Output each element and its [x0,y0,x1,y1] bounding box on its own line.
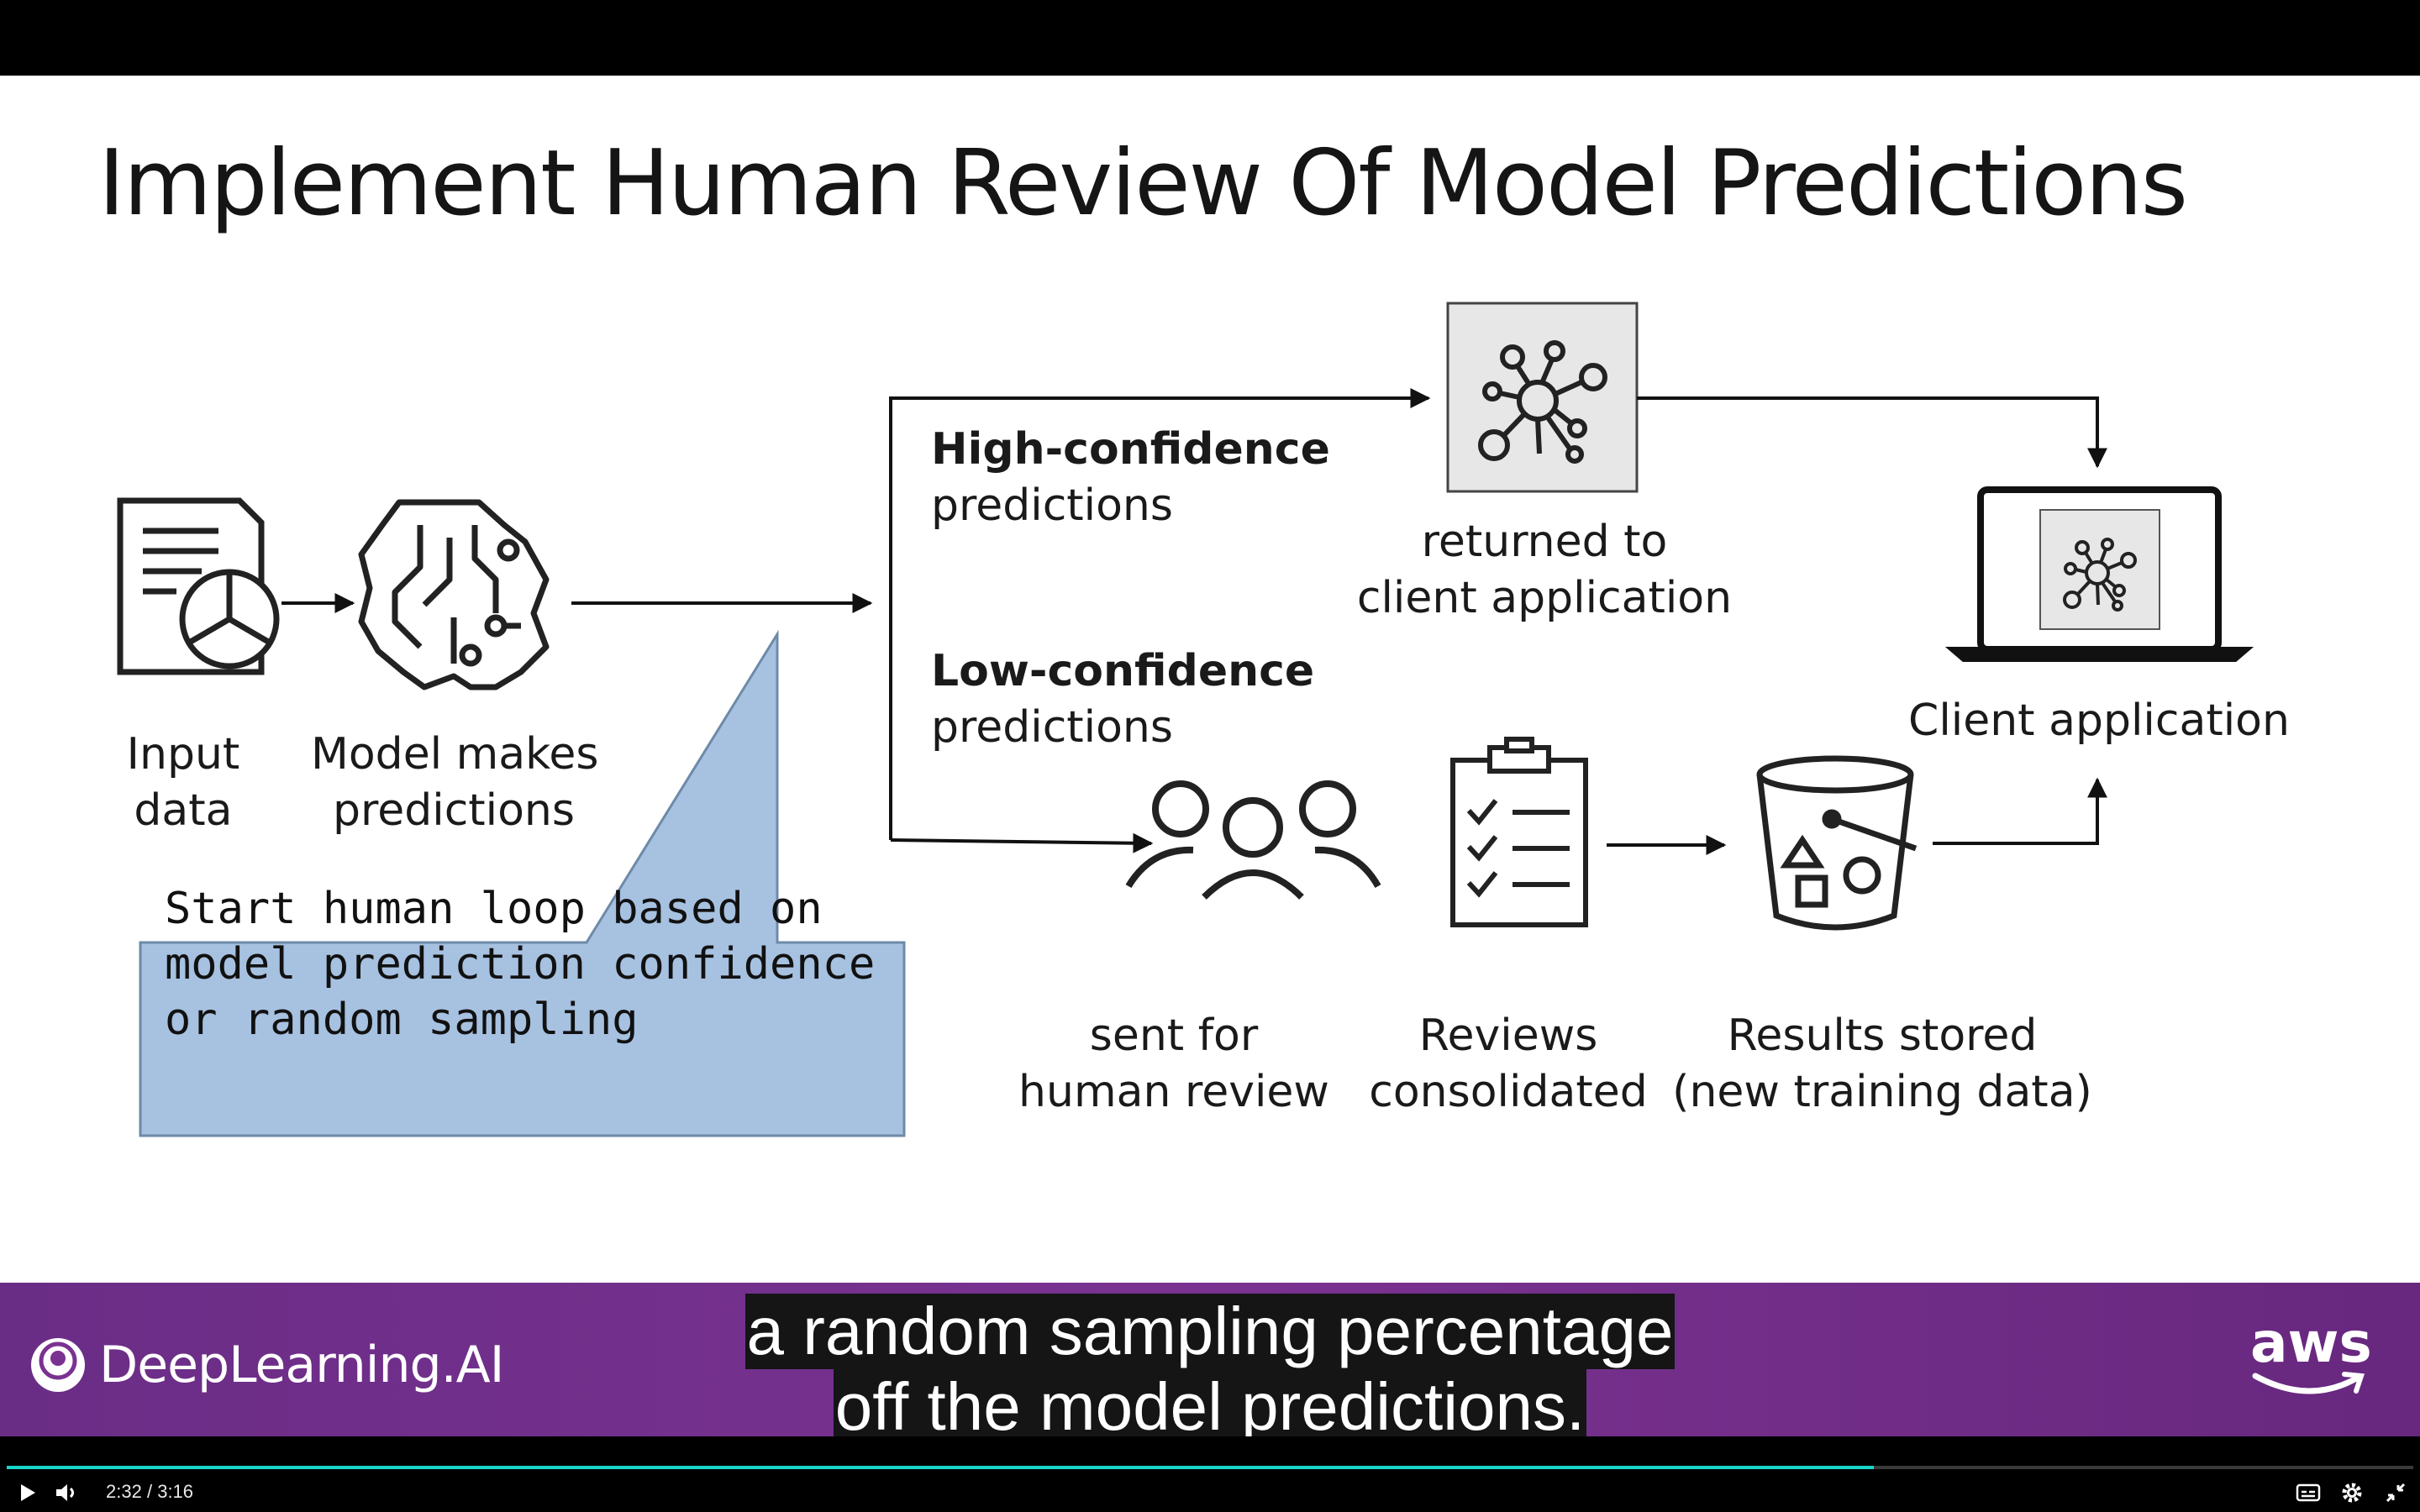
callout-text: Start human loop based on model predictio… [165,884,876,1045]
model-label: Model makes predictions [311,729,599,836]
people-group-icon [1125,780,1381,900]
player-controls [0,1436,2420,1512]
deeplearning-logo-icon [31,1338,85,1392]
aws-logo: aws [2250,1310,2372,1403]
input-data-label: Input data [126,729,240,836]
captions-icon[interactable] [2296,1482,2321,1504]
brand-name: DeepLearning.AI [99,1336,504,1394]
clipboard-checklist-icon [1450,737,1588,927]
duration: 3:16 [157,1481,194,1502]
play-icon[interactable] [17,1482,39,1504]
exit-fullscreen-icon[interactable] [2385,1482,2407,1504]
high-confidence-label: High-confidence predictions [931,424,1330,531]
reviews-consolidated-label: Reviews consolidated [1369,1011,1648,1117]
brain-circuit-icon [358,499,550,690]
top-black-bar [0,0,2420,76]
progress-fill [7,1466,1875,1469]
aws-smile-icon [2252,1372,2365,1394]
neural-network-icon [1478,340,1607,464]
subtitle-line-1: a random sampling percentage [744,1294,1676,1369]
returned-label: returned to client application [1356,517,1733,623]
subtitle-line-2: off the model predictions. [833,1369,1587,1445]
network-icon-box [1446,302,1639,493]
deeplearning-logo: DeepLearning.AI [29,1336,504,1394]
results-stored-label: Results stored (new training data) [1672,1011,2092,1117]
client-application-label: Client application [1908,696,2290,746]
callout-box [139,629,906,1137]
document-pie-chart-icon [117,497,280,675]
flow-diagram [117,302,2254,1137]
laptop-icon [1944,486,2254,662]
subtitle-overlay: a random sampling percentage off the mod… [0,1294,2420,1445]
storage-bucket-icon [1756,755,1918,931]
slide-title: Implement Human Review Of Model Predicti… [98,131,2188,236]
time-separator: / [146,1481,153,1502]
time-display: 2:32 / 3:16 [106,1481,193,1503]
sent-for-review-label: sent for human review [1018,1011,1329,1117]
aws-wordmark: aws [2250,1310,2372,1375]
settings-gear-icon[interactable] [2340,1481,2364,1504]
low-confidence-label: Low-confidence predictions [931,646,1315,753]
volume-icon[interactable] [54,1481,81,1504]
current-time: 2:32 [106,1481,142,1502]
progress-bar[interactable] [7,1466,2413,1469]
